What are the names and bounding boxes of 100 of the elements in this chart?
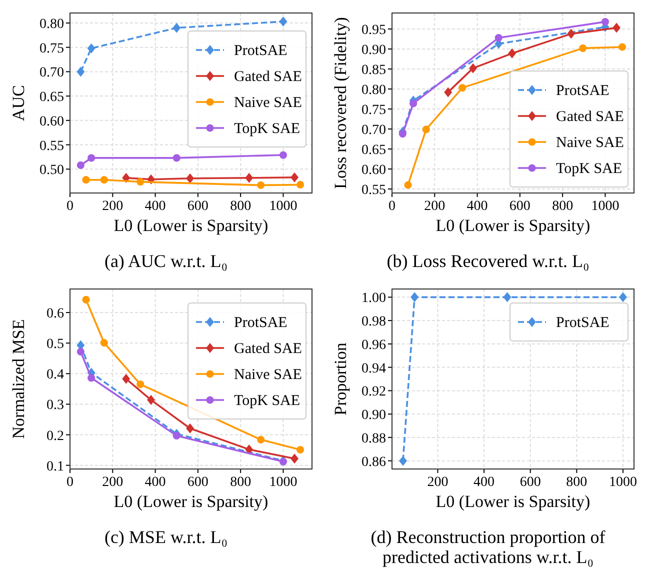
point	[245, 444, 254, 454]
x-tick-label: 200	[424, 199, 446, 214]
point	[88, 154, 96, 162]
x-tick-label: 800	[230, 199, 252, 214]
point	[245, 172, 254, 183]
y-axis-title: Normalized MSE	[9, 319, 28, 439]
x-tick-label: 1000	[609, 475, 637, 490]
x-axis-title: L0 (Lower is Sparsity)	[114, 216, 268, 235]
y-tick-label: 0.55	[362, 183, 386, 198]
x-tick-label: 600	[187, 199, 208, 214]
point	[458, 84, 466, 92]
legend-label: Naive SAE	[556, 135, 624, 151]
y-tick-label: 0.70	[40, 66, 64, 81]
y-tick-label: 0.80	[40, 16, 64, 32]
x-tick-label: 200	[427, 475, 448, 490]
point	[296, 446, 304, 454]
y-tick-label: 0.50	[40, 163, 64, 178]
x-axis-title: L0 (Lower is Sparsity)	[114, 492, 268, 511]
legend-label: Gated SAE	[234, 341, 302, 357]
point	[76, 348, 84, 356]
x-tick-label: 1000	[269, 475, 298, 490]
y-tick-label: 0.86	[362, 454, 386, 470]
y-tick-label: 0.55	[40, 138, 64, 154]
x-tick-label: 800	[566, 475, 588, 490]
y-tick-label: 0.65	[40, 90, 64, 106]
x-tick-label: 400	[144, 199, 166, 214]
point	[508, 48, 516, 58]
y-tick-label: 0.92	[362, 384, 386, 400]
y-tick-label: 0.6	[46, 306, 64, 322]
x-tick-label: 200	[102, 199, 124, 214]
point	[618, 43, 626, 51]
point	[398, 130, 406, 138]
x-tick-label: 400	[144, 475, 166, 490]
point	[136, 380, 144, 388]
point	[257, 181, 265, 190]
y-tick-label: 0.90	[362, 43, 386, 58]
y-tick-label: 0.90	[362, 408, 386, 424]
point	[494, 34, 502, 42]
point	[82, 296, 90, 304]
text: (a) AUC w.r.t. L₀	[104, 251, 228, 271]
x-tick-label: 200	[102, 475, 124, 490]
point	[601, 18, 610, 26]
point	[290, 454, 299, 464]
x-tick-label: 600	[520, 475, 541, 490]
x-tick-label: 1000	[269, 199, 298, 214]
point	[76, 161, 84, 170]
point	[612, 22, 621, 33]
text: (c) MSE w.r.t. L₀	[104, 527, 228, 547]
x-tick-label: 1000	[591, 199, 620, 214]
point	[172, 154, 180, 162]
point	[410, 100, 418, 108]
point	[136, 178, 144, 186]
y-axis-title: Loss recovered (Fidelity)	[331, 17, 350, 189]
point	[186, 423, 194, 434]
y-tick-label: 0.75	[40, 41, 64, 56]
y-tick-label: 0.60	[40, 114, 64, 130]
y-tick-label: 0.80	[362, 83, 386, 98]
x-axis-title: L0 (Lower is Sparsity)	[436, 492, 590, 511]
y-tick-label: 0.65	[362, 143, 386, 158]
point	[100, 338, 108, 347]
y-tick-label: 0.4	[46, 368, 64, 383]
point	[82, 176, 90, 184]
x-tick-label: 0	[66, 475, 74, 490]
y-tick-label: 0.70	[362, 123, 386, 138]
legend-label: Naive SAE	[234, 95, 302, 111]
legend-label: ProtSAE	[556, 315, 610, 331]
x-tick-label: 600	[187, 475, 208, 490]
y-tick-label: 0.60	[362, 163, 386, 178]
x-tick-label: 400	[474, 475, 495, 490]
y-tick-label: 0.98	[362, 314, 386, 330]
point	[296, 180, 304, 189]
x-axis-title: L0 (Lower is Sparsity)	[436, 216, 590, 235]
point	[422, 126, 430, 134]
y-tick-label: 0.1	[46, 459, 64, 474]
legend-label: TopK SAE	[234, 393, 300, 409]
text: (b) Loss Recovered w.r.t. L₀	[386, 251, 590, 271]
point	[76, 66, 85, 77]
y-tick-label: 0.75	[362, 103, 386, 118]
legend-label: ProtSAE	[234, 315, 288, 331]
x-tick-label: 400	[466, 199, 488, 214]
point	[172, 432, 180, 440]
legend-label: Gated SAE	[556, 109, 624, 125]
point	[100, 176, 108, 184]
point	[444, 87, 452, 98]
point	[469, 63, 478, 74]
legend-label: TopK SAE	[234, 121, 300, 137]
text: (d) Reconstruction proportion of predicted activations w.r.t. L₀	[370, 527, 606, 567]
point	[257, 436, 265, 444]
x-tick-label: 0	[388, 199, 396, 214]
legend-label: TopK SAE	[556, 161, 622, 177]
point	[579, 44, 587, 52]
point	[147, 394, 156, 405]
y-tick-label: 1.00	[362, 291, 386, 306]
point	[279, 151, 288, 159]
point	[88, 374, 96, 382]
x-tick-label: 600	[509, 199, 530, 214]
y-tick-label: 0.5	[46, 337, 64, 352]
point	[122, 374, 130, 384]
point	[279, 16, 288, 27]
y-axis-title: Proportion	[331, 342, 350, 416]
